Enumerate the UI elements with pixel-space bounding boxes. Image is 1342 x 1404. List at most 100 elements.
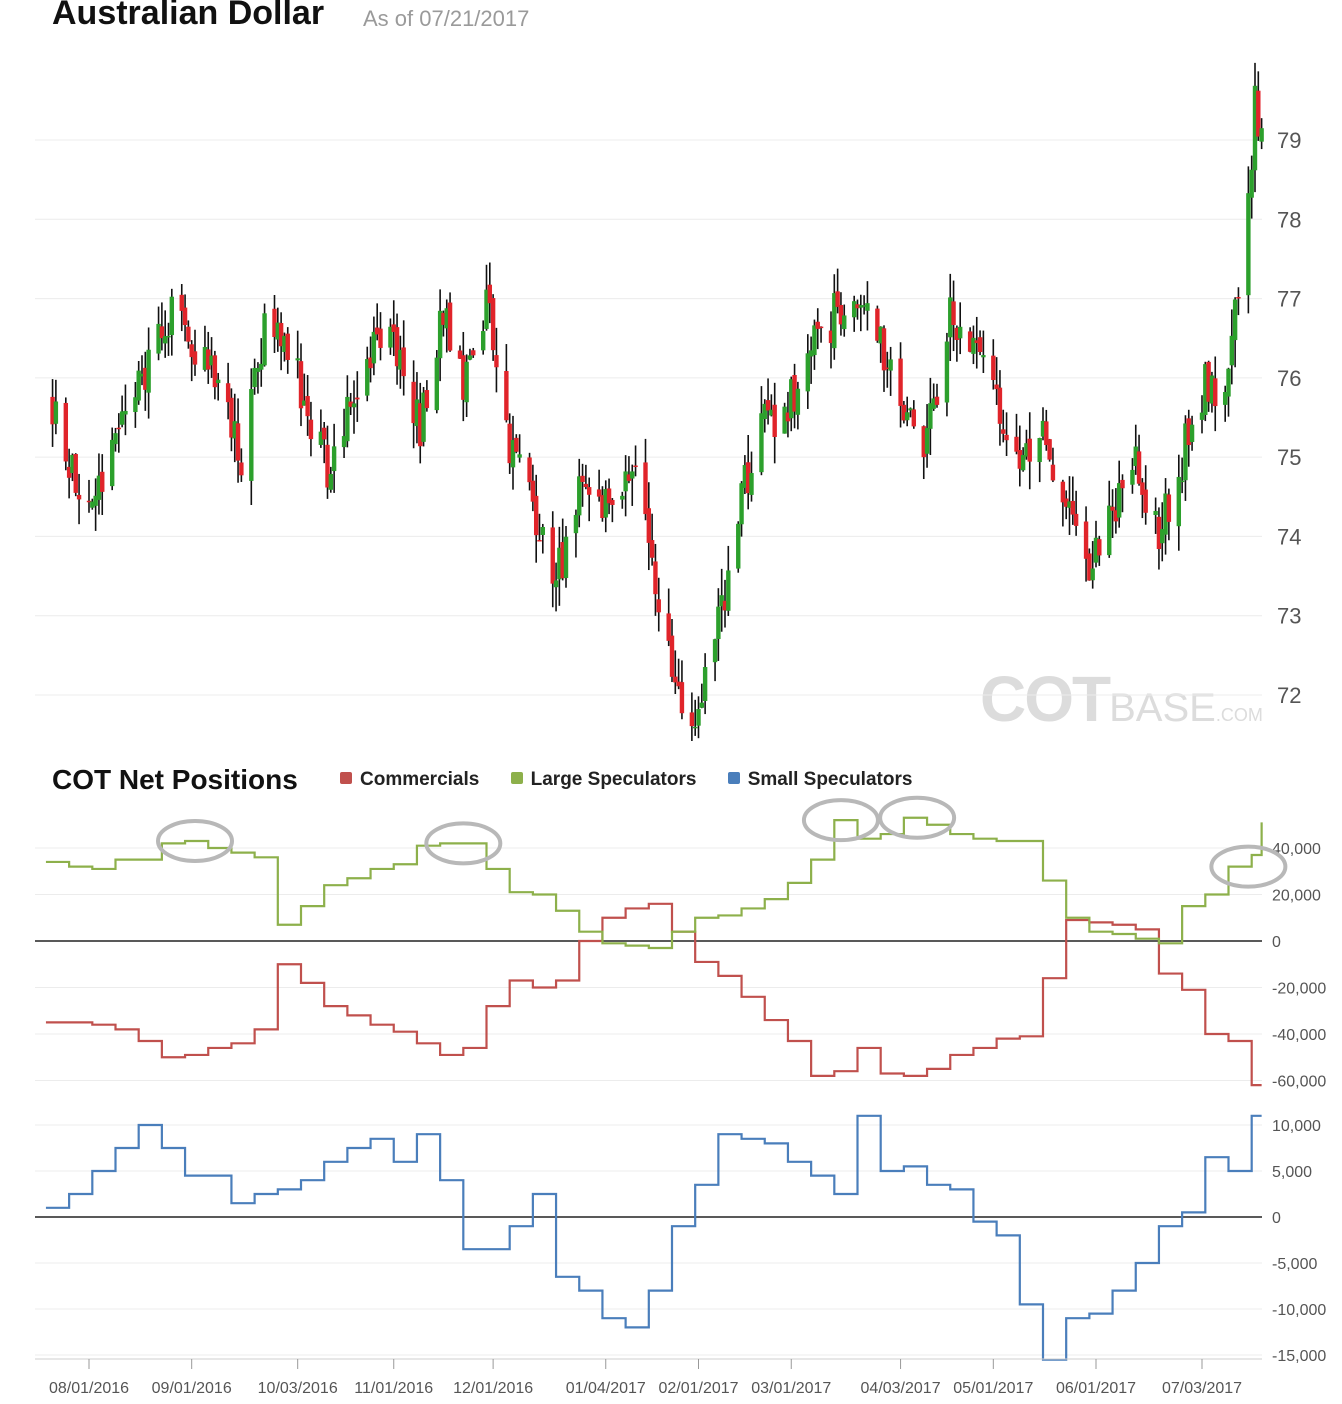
candle-down	[441, 312, 446, 325]
candle-down	[1050, 464, 1056, 481]
candle-up	[1249, 169, 1254, 198]
candle-down	[530, 480, 536, 502]
legend-swatch	[340, 771, 352, 784]
candle-down	[418, 403, 423, 447]
x-tick-label: 05/01/2017	[953, 1380, 1033, 1397]
candle-down	[785, 412, 791, 422]
x-tick-label: 09/01/2016	[152, 1380, 232, 1397]
candle-down	[66, 466, 72, 478]
candle-up	[716, 606, 721, 640]
candle-up	[464, 361, 469, 403]
candle-up	[249, 389, 254, 481]
annotation-ellipse	[156, 819, 234, 864]
candle-up	[620, 495, 625, 500]
candle-down	[394, 327, 400, 367]
candle-up	[262, 313, 267, 366]
candle-down	[911, 409, 917, 427]
candle-down	[898, 358, 903, 406]
candle-up	[1209, 375, 1215, 404]
candle-down	[828, 330, 834, 344]
cot-tick-label: 20,000	[1272, 888, 1321, 905]
candle-down	[285, 333, 290, 360]
candle-up	[331, 446, 337, 472]
candle-up	[557, 547, 562, 580]
candle-down	[321, 427, 327, 440]
candle-down	[560, 542, 565, 579]
candle-down	[1083, 521, 1089, 559]
candle-up	[1229, 335, 1235, 366]
candle-up	[749, 473, 754, 495]
legend-label: Small Speculators	[747, 769, 913, 790]
candle-down	[507, 423, 512, 464]
candle-up	[302, 400, 307, 406]
candle-up	[328, 473, 334, 490]
candle-up	[123, 410, 128, 415]
candle-up	[563, 536, 569, 579]
candle-down	[355, 397, 360, 400]
legend-item-small-speculators[interactable]: Small Speculators	[727, 769, 913, 791]
cot-tick-label: 0	[1272, 934, 1281, 951]
candle-down	[745, 462, 751, 494]
candle-up	[388, 326, 393, 348]
small-spec-tick-label: 0	[1272, 1210, 1281, 1227]
candle-up	[209, 355, 214, 366]
as-of-date: As of 07/21/2017	[363, 6, 530, 31]
x-tick-label: 12/01/2016	[453, 1380, 533, 1397]
legend-swatch	[727, 771, 740, 784]
price-tick-label: 77	[1277, 287, 1301, 312]
candle-up	[93, 495, 98, 506]
chart-title: Australian Dollar	[52, 0, 325, 32]
candle-down	[1017, 450, 1023, 469]
candle-up	[437, 310, 443, 359]
candle-down	[116, 427, 122, 430]
candle-up	[255, 368, 261, 372]
candle-up	[577, 476, 582, 516]
candle-down	[504, 370, 509, 421]
candle-up	[156, 323, 161, 354]
candle-up	[421, 392, 426, 442]
price-tick-label: 76	[1277, 366, 1301, 391]
candle-up	[414, 399, 420, 427]
candle-down	[838, 304, 844, 325]
legend-label: Large Speculators	[530, 769, 697, 790]
candle-down	[1097, 539, 1102, 556]
small-spec-tick-label: -10,000	[1272, 1302, 1326, 1319]
candle-down	[1256, 90, 1261, 137]
candle-down	[1070, 500, 1076, 515]
candle-down	[461, 355, 466, 400]
candle-down	[447, 302, 453, 351]
candle-down	[159, 326, 165, 339]
annotation-ellipse	[1209, 844, 1288, 889]
candle-up	[971, 337, 976, 354]
legend-item-commercials[interactable]: Commercials	[340, 769, 479, 791]
candle-up	[444, 308, 449, 329]
candle-up	[1179, 480, 1185, 483]
candle-up	[259, 363, 264, 370]
candle-down	[600, 495, 605, 519]
x-tick-label: 11/01/2016	[354, 1380, 433, 1397]
candle-down	[401, 347, 406, 377]
candle-up	[1024, 443, 1029, 457]
candle-up	[282, 335, 287, 352]
candle-down	[239, 462, 244, 476]
candle-down	[76, 494, 82, 500]
candle-down	[626, 474, 632, 481]
candle-up	[162, 336, 168, 344]
candle-down	[994, 384, 999, 390]
candle-down	[182, 307, 188, 326]
candle-down	[1156, 516, 1162, 550]
candle-down	[1136, 451, 1142, 484]
candle-down	[186, 326, 191, 342]
candle-down	[954, 327, 960, 340]
candle-up	[861, 305, 867, 307]
candle-down	[666, 613, 671, 641]
candle-down	[586, 487, 592, 495]
candle-down	[212, 355, 218, 388]
candle-down	[1014, 436, 1019, 452]
candle-down	[991, 355, 996, 381]
candle-up	[295, 358, 300, 361]
annotation-ellipse	[424, 821, 503, 866]
legend-item-large-speculators[interactable]: Large Speculators	[510, 769, 697, 791]
cot-tick-label: 40,000	[1272, 841, 1321, 858]
candle-up	[202, 346, 208, 370]
